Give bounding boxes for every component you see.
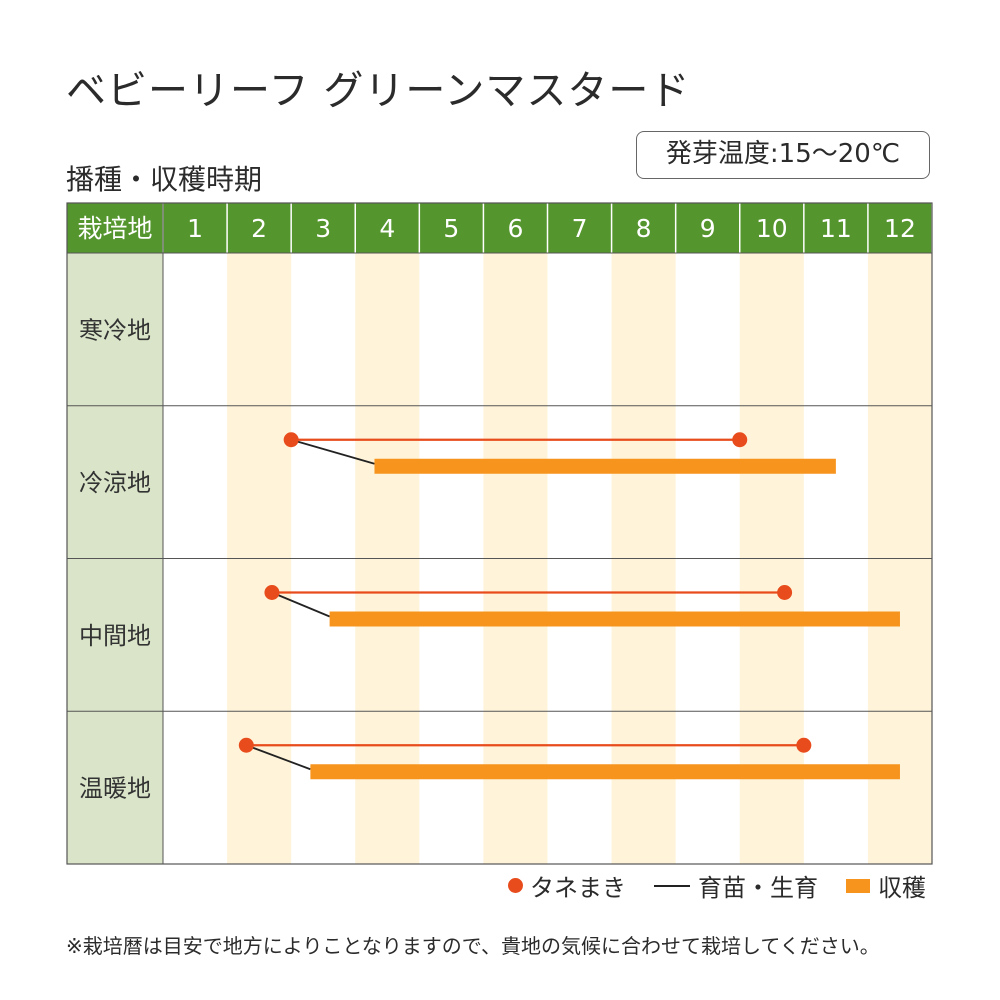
legend-growth: 育苗・生育 xyxy=(654,868,818,903)
footnote: ※栽培暦は目安で地方によりことなりますので、貴地の気候に合わせて栽培してください… xyxy=(66,934,880,958)
region-label: 寒冷地 xyxy=(79,316,151,344)
chart-header-row: 栽培地 1 2 3 4 5 6 7 8 9 10 11 12 xyxy=(67,203,933,253)
sowing-dot-icon xyxy=(508,878,523,893)
page-title: ベビーリーフ グリーンマスタード xyxy=(66,68,691,114)
germination-temperature-badge: 発芽温度:15〜20℃ xyxy=(636,131,930,179)
month-tick-label: 11 xyxy=(820,214,852,243)
legend-harvest-label: 収穫 xyxy=(878,874,926,902)
growth-connector-line xyxy=(245,744,311,771)
harvest-bar xyxy=(329,611,900,627)
month-tick-label: 6 xyxy=(508,214,524,243)
sowing-start-point xyxy=(238,737,254,753)
region-label: 冷涼地 xyxy=(79,469,151,497)
legend-growth-label: 育苗・生育 xyxy=(698,874,818,902)
growth-line-icon xyxy=(654,884,690,887)
region-cell-bg xyxy=(67,711,163,864)
sowing-start-point xyxy=(264,585,280,600)
header-bg xyxy=(67,203,932,253)
legend-sowing-label: タネまき xyxy=(530,874,626,902)
growth-connector-line xyxy=(290,438,375,465)
region-cell-bg xyxy=(67,558,163,712)
month-tick-label: 8 xyxy=(636,214,652,243)
month-tick-label: 3 xyxy=(315,214,331,243)
month-tick-label: 5 xyxy=(443,214,459,243)
chart-subtitle: 播種・収穫時期 xyxy=(66,163,263,196)
month-tick-label: 1 xyxy=(187,214,203,243)
sowing-end-point xyxy=(777,585,793,600)
region-cell-bg xyxy=(67,405,163,559)
month-tick-label: 2 xyxy=(251,214,267,243)
region-label: 中間地 xyxy=(79,622,151,650)
month-tick-label: 7 xyxy=(572,214,588,243)
gridlines xyxy=(66,202,933,865)
header-label: 栽培地 xyxy=(77,214,152,243)
legend-harvest: 収穫 xyxy=(846,868,926,903)
region-label: 温暖地 xyxy=(79,775,151,803)
month-tick-label: 10 xyxy=(756,214,788,243)
legend-sowing: タネまき xyxy=(508,868,626,903)
sowing-start-point xyxy=(283,432,299,448)
month-tick-label: 9 xyxy=(700,214,716,243)
region-cell-bg xyxy=(67,253,163,406)
chart-border xyxy=(66,202,933,865)
sowing-end-point xyxy=(732,432,748,448)
month-tick-label: 4 xyxy=(379,214,395,243)
harvest-bar xyxy=(374,458,836,474)
growth-connector-line xyxy=(271,591,330,618)
harvest-bar-icon xyxy=(846,878,870,893)
month-tick-label: 12 xyxy=(884,214,916,243)
chart-legend: タネまき 育苗・生育 収穫 xyxy=(508,868,926,903)
sowing-end-point xyxy=(796,737,812,753)
harvest-bar xyxy=(310,764,900,780)
chart-marks xyxy=(238,432,900,780)
